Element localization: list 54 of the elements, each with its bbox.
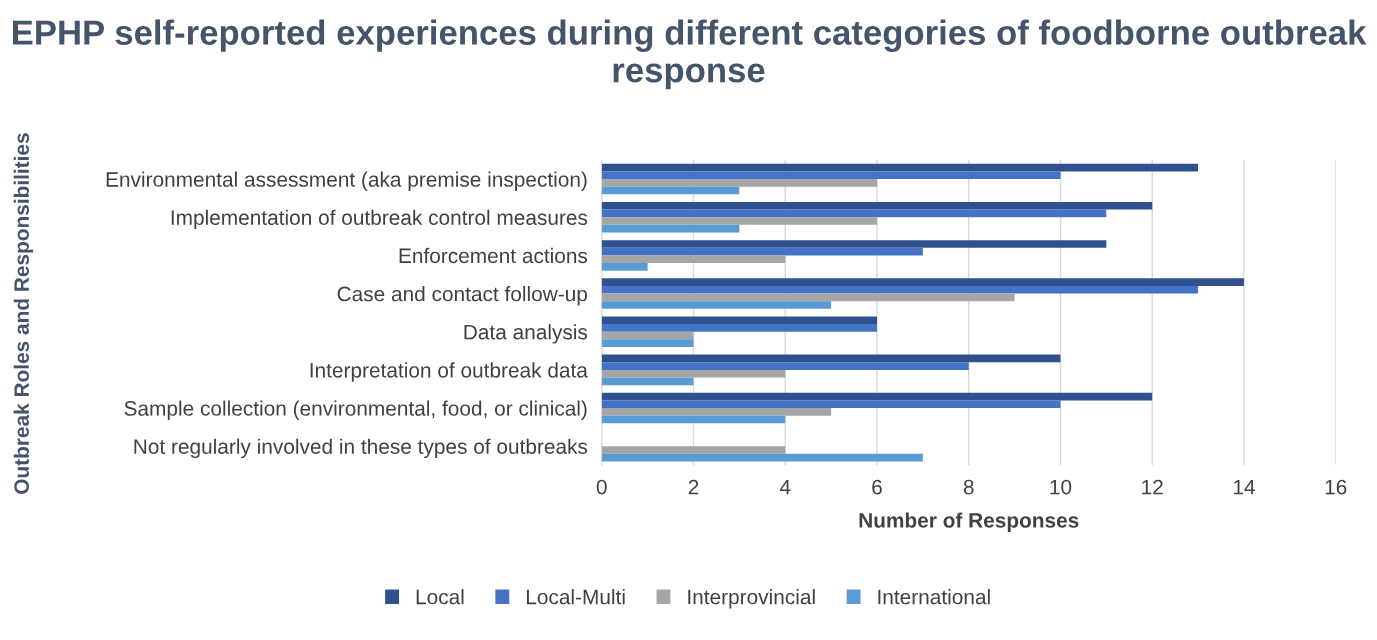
legend-label: Local-Multi bbox=[526, 589, 625, 605]
bar bbox=[601, 293, 1015, 302]
x-axis-title: Number of Responses bbox=[859, 512, 1079, 532]
bar bbox=[601, 209, 1107, 218]
legend-label: Local bbox=[416, 589, 464, 605]
bar bbox=[601, 255, 786, 264]
bar bbox=[601, 377, 694, 386]
bar bbox=[601, 247, 923, 256]
bar bbox=[601, 369, 786, 378]
x-tick-label: 14 bbox=[1233, 479, 1255, 495]
bar bbox=[601, 324, 877, 332]
x-tick-label: 4 bbox=[779, 479, 791, 495]
x-tick-label: 12 bbox=[1142, 479, 1163, 495]
bar bbox=[601, 446, 786, 454]
y-axis-title: Outbreak Roles and Responsibilities bbox=[13, 133, 34, 494]
y-tick-label: Enforcement actions bbox=[399, 247, 588, 264]
chart-title: EPHP self-reported experiences during different categories of foodborne outbreak response bbox=[13, 19, 1367, 90]
x-tick-label: 6 bbox=[872, 479, 882, 495]
bar bbox=[601, 224, 740, 233]
bar bbox=[601, 217, 877, 225]
legend-label: Interprovincial bbox=[688, 589, 815, 609]
x-tick-label: 2 bbox=[688, 479, 699, 495]
bar bbox=[601, 339, 694, 347]
bar bbox=[601, 186, 740, 195]
legend-label: International bbox=[878, 589, 990, 605]
bar bbox=[601, 354, 1061, 363]
bar bbox=[601, 331, 694, 340]
x-tick-label: 16 bbox=[1325, 479, 1347, 495]
y-tick-label: Sample collection (environmental, food, or clinical) bbox=[124, 400, 587, 420]
y-tick-label: Environmental assessment (aka premise inspection) bbox=[106, 171, 587, 191]
bar bbox=[601, 392, 1153, 401]
bar bbox=[601, 453, 923, 462]
bar bbox=[601, 408, 832, 416]
bar bbox=[601, 285, 1199, 294]
y-tick-label: Case and contact follow-up bbox=[337, 286, 587, 306]
bar bbox=[601, 163, 1199, 172]
bar bbox=[601, 179, 877, 187]
y-tick-label: Data analysis bbox=[464, 324, 588, 344]
y-tick-label: Not regularly involved in these types of outbreaks bbox=[134, 438, 588, 459]
x-tick-label: 10 bbox=[1050, 479, 1072, 495]
bar bbox=[601, 240, 1107, 248]
bar bbox=[601, 316, 877, 325]
y-tick-label: Interpretation of outbreak data bbox=[310, 362, 588, 382]
bar bbox=[601, 171, 1061, 180]
bar bbox=[601, 201, 1153, 210]
bar bbox=[601, 362, 969, 370]
x-tick-label: 8 bbox=[963, 479, 974, 495]
bar bbox=[601, 278, 1244, 286]
bar bbox=[601, 263, 648, 271]
bar bbox=[601, 400, 1061, 409]
bar bbox=[601, 301, 832, 309]
x-tick-label: 0 bbox=[596, 479, 607, 495]
bar bbox=[601, 415, 786, 424]
y-tick-label: Implementation of outbreak control measures bbox=[171, 209, 588, 230]
